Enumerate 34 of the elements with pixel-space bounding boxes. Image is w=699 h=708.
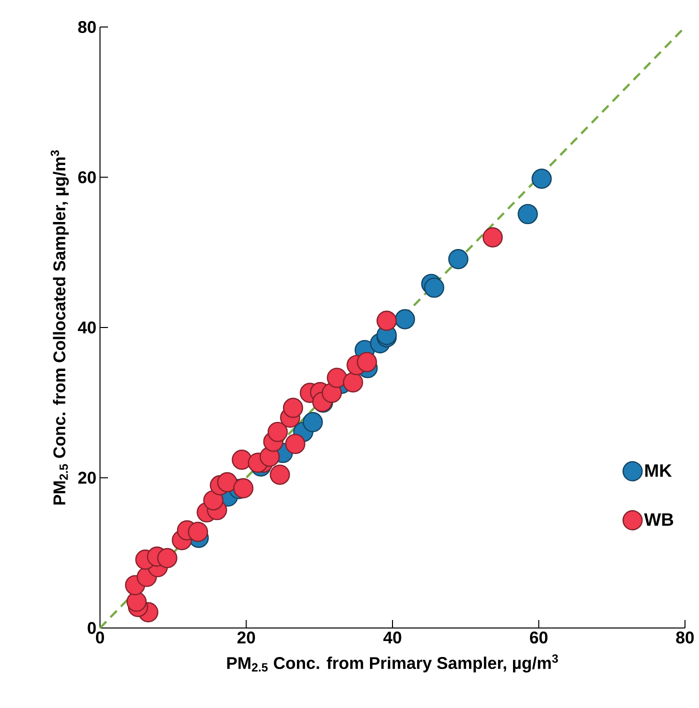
x-tick-label: 40 (383, 632, 402, 644)
point (268, 422, 288, 442)
y-tick-label: 60 (78, 171, 96, 184)
point (126, 592, 147, 612)
point (518, 204, 538, 224)
y-tick-label: 0 (88, 622, 96, 634)
point (270, 464, 290, 485)
point (482, 227, 503, 248)
y-axis-title: PM$_{2.5}$ Conc. from Collocated Sampler, µg/m$^{3}$ (50, 150, 69, 505)
point (302, 412, 323, 432)
y-tick-label: 40 (78, 322, 96, 334)
x-tick-label: 80 (676, 632, 694, 644)
point (188, 522, 208, 542)
x-tick-label: 60 (530, 632, 548, 644)
legend-label: WB (644, 513, 674, 526)
y-tick-label: 20 (78, 472, 96, 484)
point (157, 548, 178, 568)
point (285, 434, 306, 454)
point (424, 278, 444, 298)
x-tick-label: 0 (96, 632, 104, 644)
point (376, 310, 397, 331)
point (394, 309, 416, 330)
y-tick-label: 80 (78, 21, 96, 33)
x-tick-label: 20 (237, 632, 255, 644)
point (233, 478, 254, 498)
point (282, 398, 304, 418)
point (217, 472, 238, 492)
x-axis-title: PM$_{2.5}$ Conc. from Primary Sampler, µg/m$^{3}$ (227, 654, 558, 672)
point (448, 249, 468, 270)
point (356, 352, 378, 372)
legend-label: MK (645, 464, 672, 477)
point (232, 450, 252, 470)
point (532, 168, 552, 189)
point (203, 490, 224, 510)
